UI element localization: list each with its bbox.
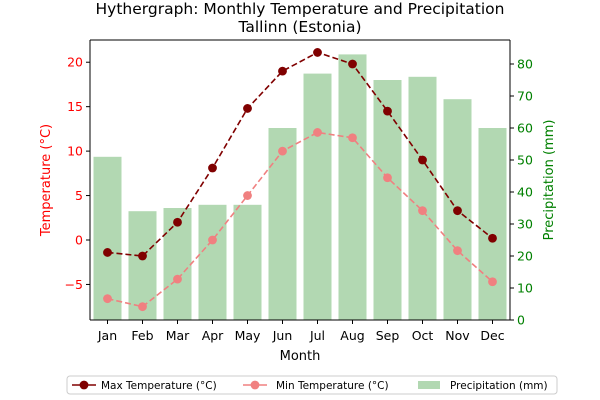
min-temp-point-aug [348,133,357,143]
precipitation-bar-jul [303,73,332,320]
left-tick-label: 5 [75,188,83,203]
precipitation-bar-may [233,204,262,320]
max-temp-point-mar [173,217,182,227]
max-temp-point-jan [103,248,112,257]
precipitation-bar-mar [163,208,192,320]
min-temp-point-nov [453,246,462,256]
y-axis-label-right: Precipitation (mm) [542,120,557,241]
temperature-lines [103,48,497,312]
legend-label-max-temp: Max Temperature (°C) [101,380,217,392]
max-temp-point-oct [418,155,427,165]
left-tick-label: 0 [75,233,83,248]
precipitation-bar-jun [268,128,297,320]
min-temp-line [107,131,494,308]
x-tick-label-dec: Dec [480,328,504,343]
max-temp-point-nov [453,206,462,216]
max-temp-point-feb [138,251,147,261]
precipitation-bar-dec [478,128,507,320]
precipitation-bar-jan [93,156,122,320]
y-axis-label-left: Temperature (°C) [39,124,54,237]
max-temp-point-aug [348,59,357,69]
right-tick-label: 40 [517,185,533,200]
x-tick-label-oct: Oct [412,328,434,343]
precipitation-bar-oct [408,76,437,320]
right-tick-label: 70 [517,89,533,104]
max-temp-point-sep [383,106,392,116]
max-temp-point-apr [208,163,217,173]
precipitation-bar-aug [338,54,367,321]
x-tick-label-feb: Feb [131,328,153,343]
min-temp-point-apr [208,235,217,245]
chart-title-line2: Tallinn (Estonia) [237,18,361,36]
max-temp-point-may [243,104,252,113]
left-tick-label: 15 [67,99,83,114]
min-temp-point-jul [313,128,322,137]
right-tick-label: 50 [517,153,533,168]
right-tick-label: 60 [517,121,533,136]
legend: Max Temperature (°C) Min Temperature (°C)… [66,375,558,395]
precipitation-bars [93,54,507,321]
right-tick-label: 30 [517,217,533,232]
chart-title-line1: Hythergraph: Monthly Temperature and Pre… [96,0,505,18]
max-temp-line [107,51,493,257]
x-axis-label: Month [280,349,321,364]
x-tick-label-nov: Nov [445,328,470,343]
legend-box [66,375,558,395]
legend-marker-max-temp [79,380,89,390]
left-tick-label: 10 [67,144,83,159]
max-temp-point-jul [313,48,322,57]
right-tick-label: 10 [517,281,533,296]
x-tick-label-mar: Mar [166,328,190,343]
precipitation-bar-sep [373,80,402,320]
x-tick-label-jun: Jun [272,328,293,343]
legend-label-min-temp: Min Temperature (°C) [276,380,389,392]
x-tick-label-sep: Sep [376,328,400,343]
right-tick-label: 0 [517,313,525,328]
min-temp-point-sep [383,173,392,183]
min-temp-point-jan [103,294,112,304]
min-temp-point-feb [138,302,147,312]
precipitation-bar-apr [198,204,227,320]
right-tick-label: 20 [517,249,533,264]
left-tick-label: 20 [67,55,83,70]
left-tick-label: −5 [65,277,83,292]
axes: −5 0 5 10 15 20 0 10 20 30 40 50 60 70 80 Jan Feb Mar Apr M… [65,39,533,343]
legend-swatch-precipitation [418,381,440,389]
legend-marker-min-temp [250,380,260,390]
min-temp-point-may [243,191,252,200]
x-tick-label-may: May [235,328,261,343]
max-temp-point-dec [488,233,497,243]
min-temp-point-jun [278,146,287,156]
max-temp-point-jun [278,66,287,76]
x-tick-label-aug: Aug [340,328,364,343]
x-tick-label-jul: Jul [309,328,325,343]
min-temp-point-mar [173,274,182,284]
min-temp-point-dec [488,277,497,287]
right-tick-label: 80 [517,57,533,72]
x-tick-label-apr: Apr [202,328,224,343]
legend-label-precipitation: Precipitation (mm) [450,380,548,392]
x-tick-label-jan: Jan [97,328,117,343]
min-temp-point-oct [418,206,427,216]
precipitation-bar-feb [128,211,157,320]
